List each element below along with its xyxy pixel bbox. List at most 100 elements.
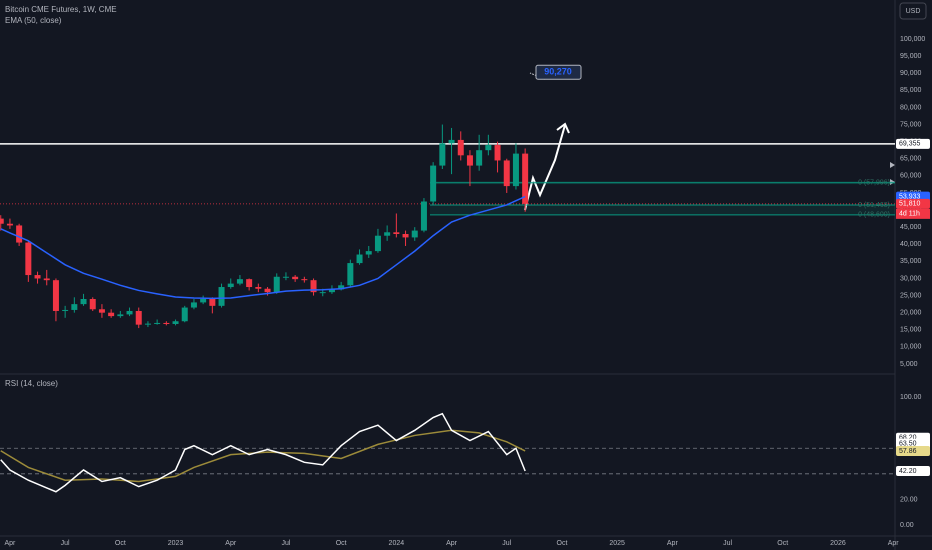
candle-body [108, 312, 115, 317]
x-tick-label: Oct [557, 540, 568, 547]
candle-body [43, 278, 50, 281]
candle-body [402, 234, 409, 238]
x-tick-label: Apr [446, 540, 458, 547]
candle-body [236, 279, 243, 284]
candle-body [476, 150, 483, 166]
projection-arrow [556, 122, 570, 134]
candle-body [246, 279, 253, 288]
candle-body [25, 242, 32, 276]
fib-label: 0 (51,468) [858, 202, 890, 209]
candle-body [503, 160, 510, 187]
y-tick-label: 100,000 [900, 36, 925, 43]
price-label: 69,355 [899, 141, 921, 148]
candle-body [209, 299, 216, 306]
candle-body [282, 276, 289, 278]
fib-zone [430, 205, 895, 215]
candle-body [71, 304, 78, 310]
x-tick-label: 2025 [609, 540, 625, 547]
candle-body [218, 287, 225, 306]
y-tick-label: 60,000 [900, 173, 922, 180]
price-label-box [896, 445, 930, 456]
y-tick-label: 80,000 [900, 104, 922, 111]
candle-body [393, 232, 400, 235]
price-label: 57.86 [899, 448, 917, 455]
candle-body [190, 302, 197, 308]
y-tick-label: 10,000 [900, 344, 922, 351]
x-tick-label: Jul [61, 540, 70, 547]
y-tick-label: 15,000 [900, 327, 922, 334]
candle-body [227, 283, 234, 288]
candle-body [420, 201, 427, 231]
fib-label: 0 (57,996) [858, 180, 890, 187]
ema-line [0, 195, 526, 300]
x-tick-label: Oct [336, 540, 347, 547]
x-tick-label: 2024 [389, 540, 405, 547]
candle-body [135, 310, 142, 325]
candle-body [328, 289, 335, 293]
candle-body [485, 145, 492, 151]
candle-body [310, 280, 317, 293]
candle-body [172, 321, 179, 324]
y-tick-label: 90,000 [900, 70, 922, 77]
x-tick-label: Jul [502, 540, 511, 547]
countdown: 4d 11h [899, 211, 920, 218]
candle-body [347, 263, 354, 286]
price-label: 42.20 [899, 468, 917, 475]
currency-button[interactable] [899, 2, 927, 20]
candle-body [365, 251, 372, 255]
y-tick-label: 40,000 [900, 241, 922, 248]
rsi-line [0, 412, 526, 493]
candle-body [273, 276, 280, 293]
candle-body [89, 299, 96, 310]
y-tick-label: 5,000 [900, 361, 918, 368]
candle-body [181, 307, 188, 322]
x-tick-label: Oct [777, 540, 788, 547]
y-tick-label: 35,000 [900, 258, 922, 265]
candle-body [457, 139, 464, 156]
candle-body [301, 279, 308, 281]
x-tick-label: 2023 [168, 540, 184, 547]
candle-body [292, 276, 299, 280]
candle-body [34, 275, 41, 279]
y-tick-label: 75,000 [900, 121, 922, 128]
x-tick-label: Jul [723, 540, 732, 547]
annotation-label: 90,270 [544, 67, 572, 77]
y-tick-label: 25,000 [900, 292, 922, 299]
price-label: 53,933 [899, 193, 921, 200]
currency[interactable]: USD [906, 8, 921, 15]
candle-body [16, 225, 23, 243]
candle-body [466, 155, 473, 166]
x-tick-label: Apr [4, 540, 16, 547]
candle-body [356, 254, 363, 264]
candle-body [117, 314, 124, 317]
candle-body [439, 143, 446, 166]
price-label-box [896, 198, 930, 209]
candle-body [0, 218, 4, 224]
rsi-ma-line [0, 429, 526, 483]
candle-body [6, 223, 13, 226]
candle-body [154, 322, 161, 324]
candle-body [411, 230, 418, 238]
candle-body [62, 309, 69, 311]
candle-body [319, 292, 326, 294]
candle-body [494, 145, 501, 161]
candle-body [430, 165, 437, 202]
price-label: 51,810 [899, 201, 921, 208]
y-tick-label: 95,000 [900, 53, 922, 60]
x-tick-label: Oct [115, 540, 126, 547]
y-tick-label: 20,000 [900, 310, 922, 317]
candle-body [200, 299, 207, 303]
countdown-box [896, 208, 930, 219]
price-label-box [896, 138, 930, 149]
indicator-title: EMA (50, close) [5, 16, 62, 25]
price-label-box [896, 466, 930, 477]
rsi-title: RSI (14, close) [5, 379, 58, 388]
x-tick-label: Apr [225, 540, 237, 547]
candle-body [52, 280, 59, 311]
annotation-pointer [529, 72, 546, 80]
candle-body [126, 310, 133, 315]
chart-title: Bitcoin CME Futures, 1W, CME [5, 5, 117, 14]
candle-body [338, 285, 345, 290]
